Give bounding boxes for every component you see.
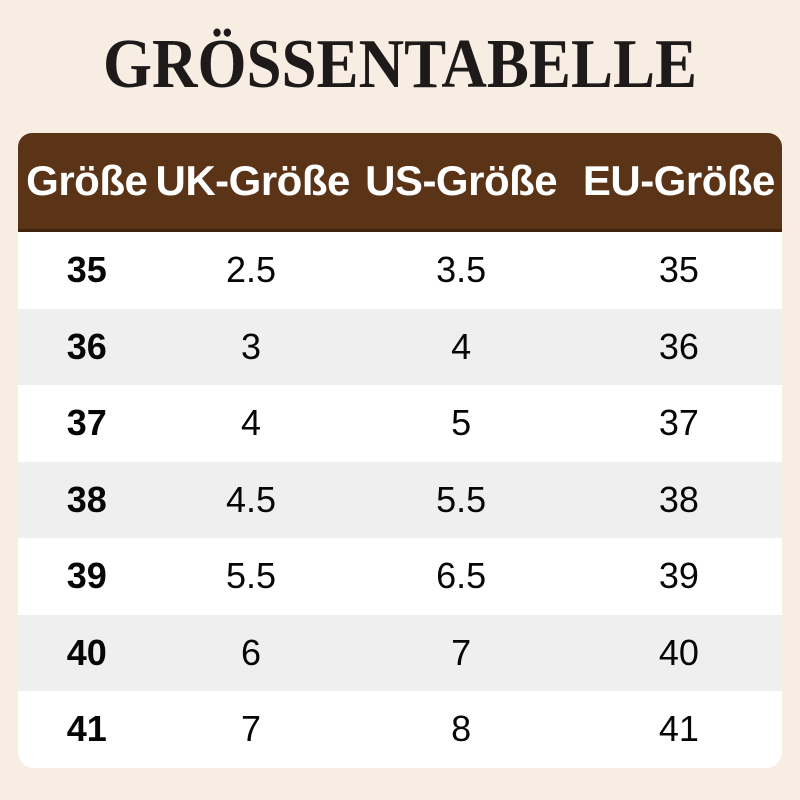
page-title: GRÖSSENTABELLE: [102, 26, 698, 103]
size-table-header: Größe UK-Größe US-Größe EU-Größe: [18, 133, 782, 232]
size-cell: 38: [66, 478, 107, 520]
size-cell: 7: [241, 708, 262, 750]
size-cell: 7: [451, 631, 472, 673]
size-cell: 4: [241, 402, 262, 444]
size-cell: 36: [66, 325, 107, 367]
size-cell: 37: [66, 402, 107, 444]
column-header-eu-groesse: EU-Größe: [575, 133, 782, 232]
size-cell: 37: [658, 402, 699, 444]
size-cell: 38: [658, 478, 699, 520]
size-cell: 39: [66, 555, 107, 597]
size-cell: 41: [66, 708, 107, 750]
size-cell: 6: [241, 631, 262, 673]
column-header-groesse: Größe: [18, 133, 156, 232]
size-cell: 39: [658, 555, 699, 597]
size-cell: 8: [451, 708, 472, 750]
header-row: Größe UK-Größe US-Größe EU-Größe: [18, 133, 782, 232]
table-row: 40 6 7 40: [18, 614, 782, 691]
size-cell: 5: [451, 402, 472, 444]
size-cell: 4.5: [225, 478, 277, 520]
table-row: 39 5.5 6.5 39: [18, 538, 782, 615]
size-cell: 5.5: [436, 478, 487, 520]
table-row: 37 4 5 37: [18, 385, 782, 462]
size-table-container: Größe UK-Größe US-Größe EU-Größe 35 2.5 …: [18, 133, 782, 768]
column-header-us-groesse: US-Größe: [346, 133, 576, 232]
size-table: Größe UK-Größe US-Größe EU-Größe 35 2.5 …: [18, 133, 782, 768]
size-cell: 6.5: [436, 555, 487, 597]
table-row: 38 4.5 5.5 38: [18, 461, 782, 538]
size-cell: 5.5: [225, 555, 277, 597]
size-cell: 36: [658, 325, 699, 367]
size-cell: 40: [658, 631, 699, 673]
table-row: 36 3 4 36: [18, 308, 782, 385]
size-cell: 35: [658, 249, 699, 291]
size-cell: 3: [241, 325, 262, 367]
size-cell: 35: [66, 249, 107, 291]
size-cell: 41: [658, 708, 699, 750]
size-cell: 4: [451, 325, 472, 367]
table-row: 35 2.5 3.5 35: [18, 230, 782, 309]
table-row: 41 7 8 41: [18, 691, 782, 768]
size-cell: 3.5: [436, 249, 487, 291]
size-cell: 2.5: [225, 249, 277, 291]
size-table-body: 35 2.5 3.5 35 36 3 4 36 37 4 5 37 38 4.5…: [18, 230, 782, 768]
size-cell: 40: [66, 631, 107, 673]
column-header-uk-groesse: UK-Größe: [155, 133, 350, 232]
